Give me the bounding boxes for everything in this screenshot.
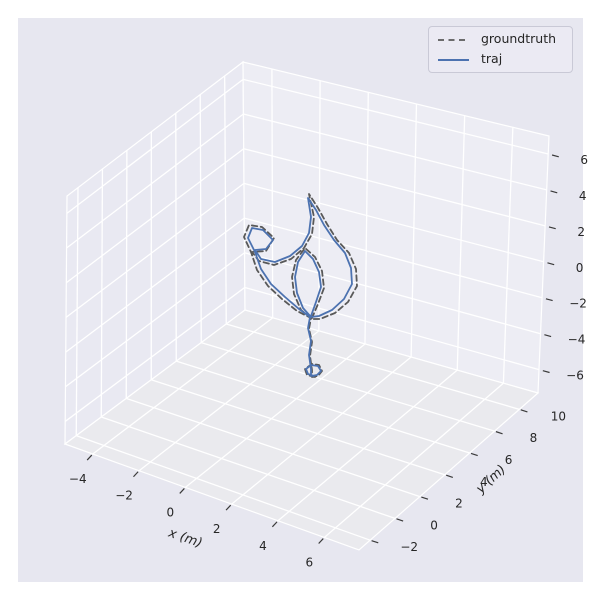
grid-line: [92, 317, 274, 455]
y-tick-label: 2: [455, 497, 463, 511]
grid-line: [199, 94, 202, 343]
y-tick-label: 0: [430, 518, 438, 532]
tick-mark: [396, 518, 404, 522]
tick-mark: [548, 226, 556, 230]
grid-line: [224, 75, 227, 324]
grid-line: [271, 68, 274, 318]
y-tick-label: −2: [400, 540, 418, 554]
grid-line: [364, 92, 369, 344]
grid-line: [242, 78, 549, 155]
tick-mark: [371, 540, 379, 544]
tick-mark: [179, 488, 185, 494]
grid-line: [410, 103, 418, 358]
x-tick-label: 2: [213, 522, 221, 536]
z-tick-label: 6: [580, 153, 588, 167]
y-tick-label: 6: [505, 453, 513, 467]
grid-line: [318, 80, 321, 331]
x-tick-label: 6: [305, 555, 313, 569]
legend: groundtruth traj: [428, 26, 573, 73]
tick-mark: [318, 538, 324, 544]
z-tick-label: 2: [577, 225, 585, 239]
z-tick-label: 4: [579, 189, 587, 203]
grid-line: [64, 286, 246, 422]
solid-line-sample: [438, 58, 469, 61]
grid-line: [66, 78, 244, 214]
grid-line: [243, 113, 547, 191]
grid-line: [201, 341, 495, 432]
grid-line: [226, 323, 520, 410]
tick-mark: [551, 154, 559, 158]
z-tick-label: 0: [576, 261, 584, 275]
tick-mark: [520, 409, 528, 413]
grid-line: [75, 187, 79, 436]
grid-line: [65, 182, 245, 318]
grid-line: [243, 182, 544, 263]
grid-line: [502, 127, 514, 384]
tick-mark: [421, 496, 429, 500]
tick-mark: [544, 334, 552, 338]
grid-line: [231, 356, 412, 505]
tick-mark: [271, 521, 278, 528]
grid-line: [176, 360, 470, 454]
grid-line: [65, 217, 245, 353]
grid-line: [184, 343, 366, 488]
x-tick-label: −4: [69, 472, 87, 486]
legend-entry-traj: traj: [438, 51, 563, 68]
y-tick-label: 10: [551, 409, 566, 423]
grid-line: [66, 113, 244, 249]
tick-mark: [547, 262, 555, 266]
z-tick-label: −2: [569, 297, 587, 311]
legend-label-groundtruth: groundtruth: [481, 31, 557, 47]
legend-label-traj: traj: [481, 51, 503, 67]
grid-line: [76, 435, 371, 541]
trajectory-path-traj: [247, 197, 353, 377]
legend-entry-groundtruth: groundtruth: [438, 31, 563, 48]
tick-mark: [470, 452, 478, 457]
grid-line: [65, 148, 245, 284]
grid-line: [138, 330, 320, 472]
grid-line: [244, 286, 540, 371]
tick-mark: [542, 370, 550, 374]
grid-line: [101, 416, 396, 519]
grid-line: [65, 252, 245, 388]
x-tick-label: 0: [167, 505, 175, 519]
tick-mark: [545, 298, 553, 302]
z-tick-label: −6: [566, 369, 584, 383]
grid-line: [243, 148, 546, 227]
y-tick-label: 4: [480, 475, 488, 489]
grid-line: [125, 150, 128, 399]
dashed-line-sample: [438, 38, 469, 41]
tick-mark: [550, 190, 558, 194]
grid-line: [456, 115, 466, 371]
tick-mark: [495, 431, 503, 435]
z-tick-label: −4: [568, 333, 586, 347]
x-tick-label: −2: [115, 489, 133, 503]
tick-mark: [446, 474, 454, 478]
grid-line: [323, 382, 504, 538]
pane-floor: [63, 309, 540, 551]
grid-line: [277, 369, 458, 522]
grid-line: [244, 217, 543, 299]
grid-line: [151, 379, 445, 476]
y-tick-label: 8: [530, 431, 538, 445]
grid-line: [100, 169, 104, 418]
grid-line: [126, 397, 421, 498]
tick-mark: [225, 504, 232, 511]
tick-mark: [86, 454, 93, 461]
tick-mark: [133, 471, 139, 478]
x-tick-label: 4: [259, 539, 267, 553]
